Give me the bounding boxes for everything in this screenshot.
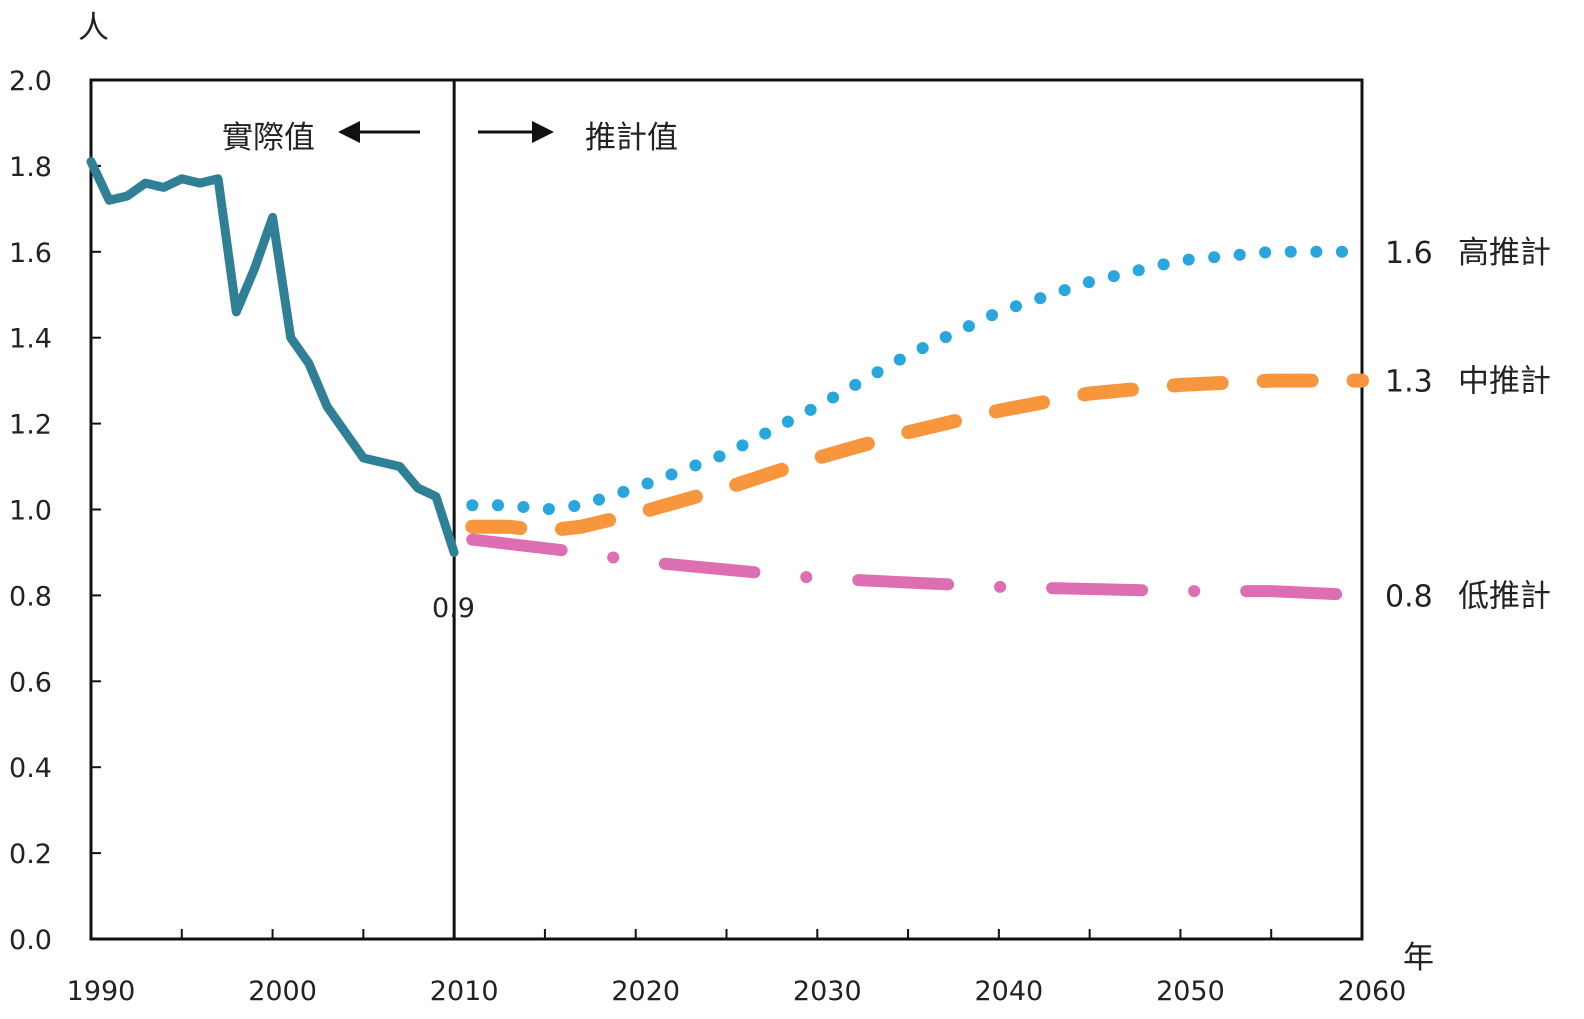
series-end-value: 1.3 xyxy=(1385,365,1433,400)
x-tick-label: 2010 xyxy=(430,976,499,1007)
series-name-label: 高推計 xyxy=(1458,235,1551,271)
y-tick-label: 1.8 xyxy=(9,152,52,183)
x-tick-label: 2030 xyxy=(793,976,862,1007)
x-tick-label: 2020 xyxy=(611,976,680,1007)
x-axis-unit-label: 年 xyxy=(1403,940,1434,976)
x-tick-label: 1990 xyxy=(67,976,136,1007)
y-tick-label: 1.2 xyxy=(9,410,52,441)
y-tick-label: 0.6 xyxy=(9,667,52,698)
y-tick-label: 0.2 xyxy=(9,839,52,870)
series-name-label: 中推計 xyxy=(1458,364,1551,400)
last-actual-value-label: 0.9 xyxy=(432,593,475,624)
series-end-value: 1.6 xyxy=(1385,236,1433,271)
y-tick-label: 0.8 xyxy=(9,581,52,612)
series-line-中推計 xyxy=(465,373,1369,538)
series-line-高推計 xyxy=(466,245,1368,516)
x-tick-label: 2040 xyxy=(974,976,1043,1007)
series-end-value: 0.8 xyxy=(1385,579,1433,614)
series-line-actual xyxy=(86,157,459,557)
actual-values-label: 實際值 xyxy=(222,120,315,156)
x-tick-label: 2050 xyxy=(1156,976,1225,1007)
annotations: 人 年 實際值 推計值 0.9 xyxy=(78,10,1434,976)
y-tick-label: 1.0 xyxy=(9,496,52,527)
y-tick-label: 1.4 xyxy=(9,324,52,355)
projected-values-label: 推計值 xyxy=(585,120,678,156)
y-tick-label: 1.6 xyxy=(9,238,52,269)
series-line-低推計 xyxy=(466,533,1368,602)
y-axis-unit-label: 人 xyxy=(78,10,109,46)
series-name-label: 低推計 xyxy=(1458,578,1551,614)
y-tick-label: 2.0 xyxy=(9,66,52,97)
y-tick-label: 0.4 xyxy=(9,753,52,784)
x-tick-label: 2000 xyxy=(248,976,317,1007)
left-arrow-head xyxy=(338,121,360,143)
right-arrow-head xyxy=(532,121,554,143)
y-tick-label: 0.0 xyxy=(9,925,52,956)
x-tick-label: 2060 xyxy=(1338,976,1407,1007)
plot-frame xyxy=(89,78,1364,941)
